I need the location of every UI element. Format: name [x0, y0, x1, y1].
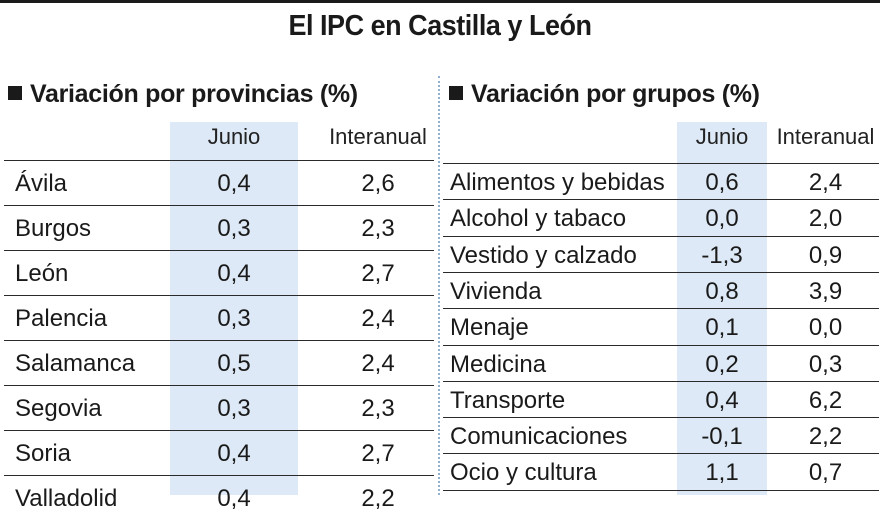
column-header-junio: Junio	[695, 124, 749, 149]
row-divider	[443, 271, 879, 273]
cell-junio: 0,8	[705, 277, 739, 305]
cell-interanual: 3,9	[808, 277, 843, 305]
row-label: Valladolid	[15, 485, 118, 512]
row-divider	[443, 380, 879, 382]
panel-divider	[438, 76, 440, 495]
provinces-title-text: Variación por provincias (%)	[30, 80, 358, 108]
page-title: El IPC en Castilla y León	[288, 10, 592, 42]
row-divider	[443, 235, 879, 237]
provinces-table: Variación por provincias (%) Junio Inter…	[0, 0, 438, 512]
provinces-table-title: Variación por provincias (%)	[8, 80, 358, 109]
cell-interanual: 2,2	[361, 485, 395, 512]
cell-junio: 0,3	[217, 305, 251, 332]
groups-title-text: Variación por grupos (%)	[471, 80, 760, 108]
row-label: Palencia	[15, 305, 108, 332]
row-label: Medicina	[450, 350, 547, 378]
row-divider	[4, 295, 434, 296]
row-divider	[443, 163, 879, 164]
cell-interanual: 2,3	[361, 395, 395, 422]
cell-interanual: 2,7	[361, 260, 395, 287]
cell-junio: 0,3	[217, 215, 251, 242]
cell-junio: 0,5	[217, 350, 251, 377]
row-divider	[4, 340, 434, 341]
row-label: Vestido y calzado	[450, 241, 637, 269]
row-label: Alimentos y bebidas	[450, 169, 665, 196]
cell-interanual: 2,6	[361, 170, 395, 197]
bullet-square-icon	[8, 86, 22, 100]
cell-interanual: 2,3	[361, 215, 395, 242]
cell-junio: -1,3	[701, 241, 743, 269]
cell-interanual: 2,0	[808, 205, 843, 233]
cell-interanual: 0,3	[808, 350, 843, 378]
cell-junio: 1,1	[705, 459, 739, 487]
cell-interanual: 0,7	[808, 459, 843, 487]
row-divider	[4, 250, 434, 251]
row-divider	[4, 160, 434, 161]
row-label: Vivienda	[450, 277, 542, 305]
column-header-interanual: Interanual	[776, 124, 875, 149]
cell-junio: 0,3	[217, 395, 251, 422]
row-divider	[443, 489, 879, 491]
row-divider	[443, 344, 879, 346]
row-label: Salamanca	[15, 350, 136, 377]
row-divider	[4, 475, 434, 476]
row-label: Ocio y cultura	[450, 459, 597, 487]
column-header-junio: Junio	[207, 124, 261, 149]
cell-interanual: 2,2	[808, 423, 843, 451]
row-label: Burgos	[15, 215, 92, 242]
cell-interanual: 6,2	[808, 386, 843, 414]
cell-interanual: 2,4	[361, 350, 395, 377]
groups-table: Variación por grupos (%) Junio Interanua…	[441, 0, 880, 495]
cell-junio: 0,2	[705, 350, 739, 378]
row-divider	[443, 417, 879, 419]
row-label: Menaje	[450, 314, 529, 342]
cell-junio: 0,4	[217, 260, 251, 287]
cell-junio: 0,4	[217, 485, 251, 512]
cell-junio: 0,6	[705, 169, 739, 196]
row-label: Comunicaciones	[450, 423, 628, 451]
top-rule	[0, 0, 880, 3]
cell-interanual: 0,0	[808, 314, 843, 342]
junio-column-shade	[170, 122, 298, 495]
cell-interanual: 0,9	[808, 241, 843, 269]
row-divider	[443, 453, 879, 455]
column-header-interanual: Interanual	[329, 124, 427, 149]
row-label: Transporte	[450, 386, 566, 414]
row-label: Segovia	[15, 395, 102, 422]
cell-junio: 0,0	[705, 205, 739, 233]
cell-interanual: 2,4	[808, 169, 843, 196]
cell-junio: -0,1	[701, 423, 743, 451]
row-divider	[443, 199, 879, 201]
row-divider	[4, 205, 434, 206]
row-divider	[4, 430, 434, 431]
groups-table-title: Variación por grupos (%)	[449, 80, 760, 109]
cell-junio: 0,4	[705, 386, 739, 414]
cell-junio: 0,1	[705, 314, 739, 342]
row-label: Alcohol y tabaco	[450, 205, 627, 233]
row-label: Soria	[15, 440, 72, 467]
cell-junio: 0,4	[217, 170, 251, 197]
row-divider	[443, 308, 879, 310]
cell-interanual: 2,7	[361, 440, 395, 467]
cell-interanual: 2,4	[361, 305, 395, 332]
row-label: León	[15, 260, 69, 287]
row-label: Ávila	[15, 170, 68, 197]
row-divider	[4, 385, 434, 386]
cell-junio: 0,4	[217, 440, 251, 467]
bullet-square-icon	[449, 86, 463, 100]
